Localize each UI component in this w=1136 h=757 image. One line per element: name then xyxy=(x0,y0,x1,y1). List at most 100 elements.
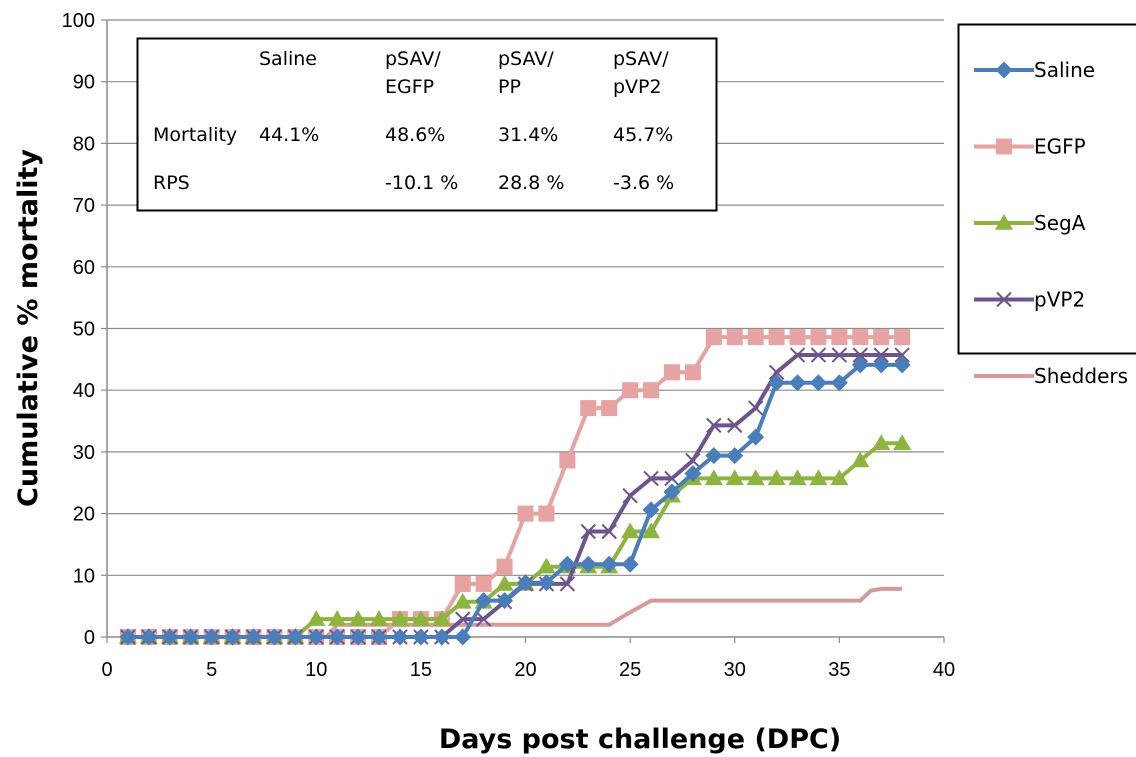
data-point-saline xyxy=(140,628,158,646)
data-point-saline xyxy=(286,628,304,646)
data-point-pvp2 xyxy=(894,347,910,363)
x-tick-label: 25 xyxy=(619,659,641,681)
data-point-sega xyxy=(328,610,347,626)
data-point-saline xyxy=(224,628,242,646)
x-tick-labels: 0 5 10 15 20 25 30 35 40 xyxy=(101,659,955,681)
data-point-egfp xyxy=(894,329,911,346)
series-shedders xyxy=(325,586,903,639)
y-tick-label: 80 xyxy=(73,133,95,155)
y-tick-label: 10 xyxy=(73,565,95,587)
table-cell: -10.1 % xyxy=(385,172,458,194)
data-point-saline xyxy=(893,356,911,374)
data-point-pvp2 xyxy=(664,470,680,487)
data-point-sega xyxy=(349,610,368,626)
data-point-sega xyxy=(872,434,891,451)
table-cell: -3.6 % xyxy=(613,172,674,194)
legend-label-egfp: EGFP xyxy=(1034,135,1086,159)
data-point-egfp xyxy=(852,329,869,346)
data-point-sega xyxy=(642,522,661,539)
data-point-sega xyxy=(621,522,640,539)
table-row-label: RPS xyxy=(153,172,190,194)
table-cell: 48.6% xyxy=(385,124,445,146)
x-tick-label: 35 xyxy=(828,659,850,681)
data-point-saline xyxy=(433,628,451,646)
table-cell: 28.8 % xyxy=(498,172,564,194)
data-point-egfp xyxy=(580,400,597,417)
data-point-sega xyxy=(809,469,828,486)
data-point-egfp xyxy=(663,364,680,381)
data-point-pvp2 xyxy=(559,576,576,592)
stats-table: Saline pSAV/EGFP pSAV/PP pSAV/pVP2 Mortality… xyxy=(136,37,718,212)
data-point-saline xyxy=(203,628,221,646)
table-header-cell: pSAV/ xyxy=(613,48,669,70)
y-tick-label: 0 xyxy=(84,627,95,649)
table-header-cell: PP xyxy=(498,76,521,98)
data-point-sega xyxy=(495,574,514,591)
data-point-pvp2 xyxy=(706,417,722,434)
data-point-saline xyxy=(537,574,555,592)
data-point-saline xyxy=(830,374,848,392)
data-point-sega xyxy=(830,469,849,486)
data-point-pvp2 xyxy=(768,364,785,381)
data-point-saline xyxy=(705,447,723,465)
data-point-saline xyxy=(454,628,472,646)
data-point-pvp2 xyxy=(643,470,659,487)
x-tick-label: 40 xyxy=(933,659,955,681)
data-point-saline xyxy=(872,356,890,374)
series-line-shedders xyxy=(325,586,903,639)
data-point-saline xyxy=(579,555,597,573)
data-point-saline xyxy=(663,483,681,501)
data-point-saline xyxy=(747,428,765,446)
y-axis-title: Cumulative % mortality xyxy=(13,149,44,507)
x-tick-label: 5 xyxy=(206,659,217,681)
data-point-sega xyxy=(704,469,723,486)
data-point-pvp2 xyxy=(789,347,806,363)
data-point-sega xyxy=(788,469,807,486)
data-point-pvp2 xyxy=(622,487,638,504)
y-tick-label: 100 xyxy=(62,10,95,32)
y-tick-label: 70 xyxy=(73,195,95,217)
legend: Saline EGFP SegA pVP2 Shedders xyxy=(957,23,1136,388)
data-point-saline xyxy=(370,628,388,646)
table-header-cell: pSAV/ xyxy=(498,48,554,70)
data-point-saline xyxy=(328,628,346,646)
series-egfp xyxy=(119,329,911,645)
table-cell: 31.4% xyxy=(498,124,558,146)
data-point-pvp2 xyxy=(580,523,596,540)
y-tick-label: 90 xyxy=(73,72,95,94)
legend-label-shedders: Shedders xyxy=(1034,364,1128,388)
y-tick-label: 60 xyxy=(73,257,95,279)
data-point-pvp2 xyxy=(852,347,869,363)
data-point-sega xyxy=(411,610,430,626)
data-point-egfp xyxy=(810,329,827,346)
series-saline xyxy=(119,356,911,646)
series-line-saline xyxy=(127,362,903,639)
x-tick-label: 15 xyxy=(410,659,432,681)
data-point-sega xyxy=(767,469,786,486)
data-point-saline xyxy=(307,628,325,646)
data-point-pvp2 xyxy=(810,347,827,363)
data-point-saline xyxy=(161,628,179,646)
legend-marker-saline xyxy=(995,61,1013,79)
x-tick-label: 30 xyxy=(724,659,746,681)
data-point-pvp2 xyxy=(475,611,492,627)
series-layer xyxy=(118,329,912,646)
table-header-cell: EGFP xyxy=(385,76,434,98)
data-point-saline xyxy=(600,555,618,573)
data-point-egfp xyxy=(496,558,513,575)
data-point-sega xyxy=(537,557,556,574)
data-point-saline xyxy=(496,592,514,610)
data-point-pvp2 xyxy=(873,347,889,363)
data-point-egfp xyxy=(475,575,492,592)
data-point-saline xyxy=(244,628,262,646)
data-point-egfp xyxy=(643,382,660,399)
data-point-saline xyxy=(119,628,137,646)
legend-label-saline: Saline xyxy=(1034,58,1095,82)
data-point-egfp xyxy=(705,329,722,346)
legend-marker-pvp2 xyxy=(996,291,1012,308)
data-point-pvp2 xyxy=(601,523,617,540)
data-point-saline xyxy=(475,592,493,610)
data-point-egfp xyxy=(454,575,471,592)
data-point-egfp xyxy=(873,329,890,346)
